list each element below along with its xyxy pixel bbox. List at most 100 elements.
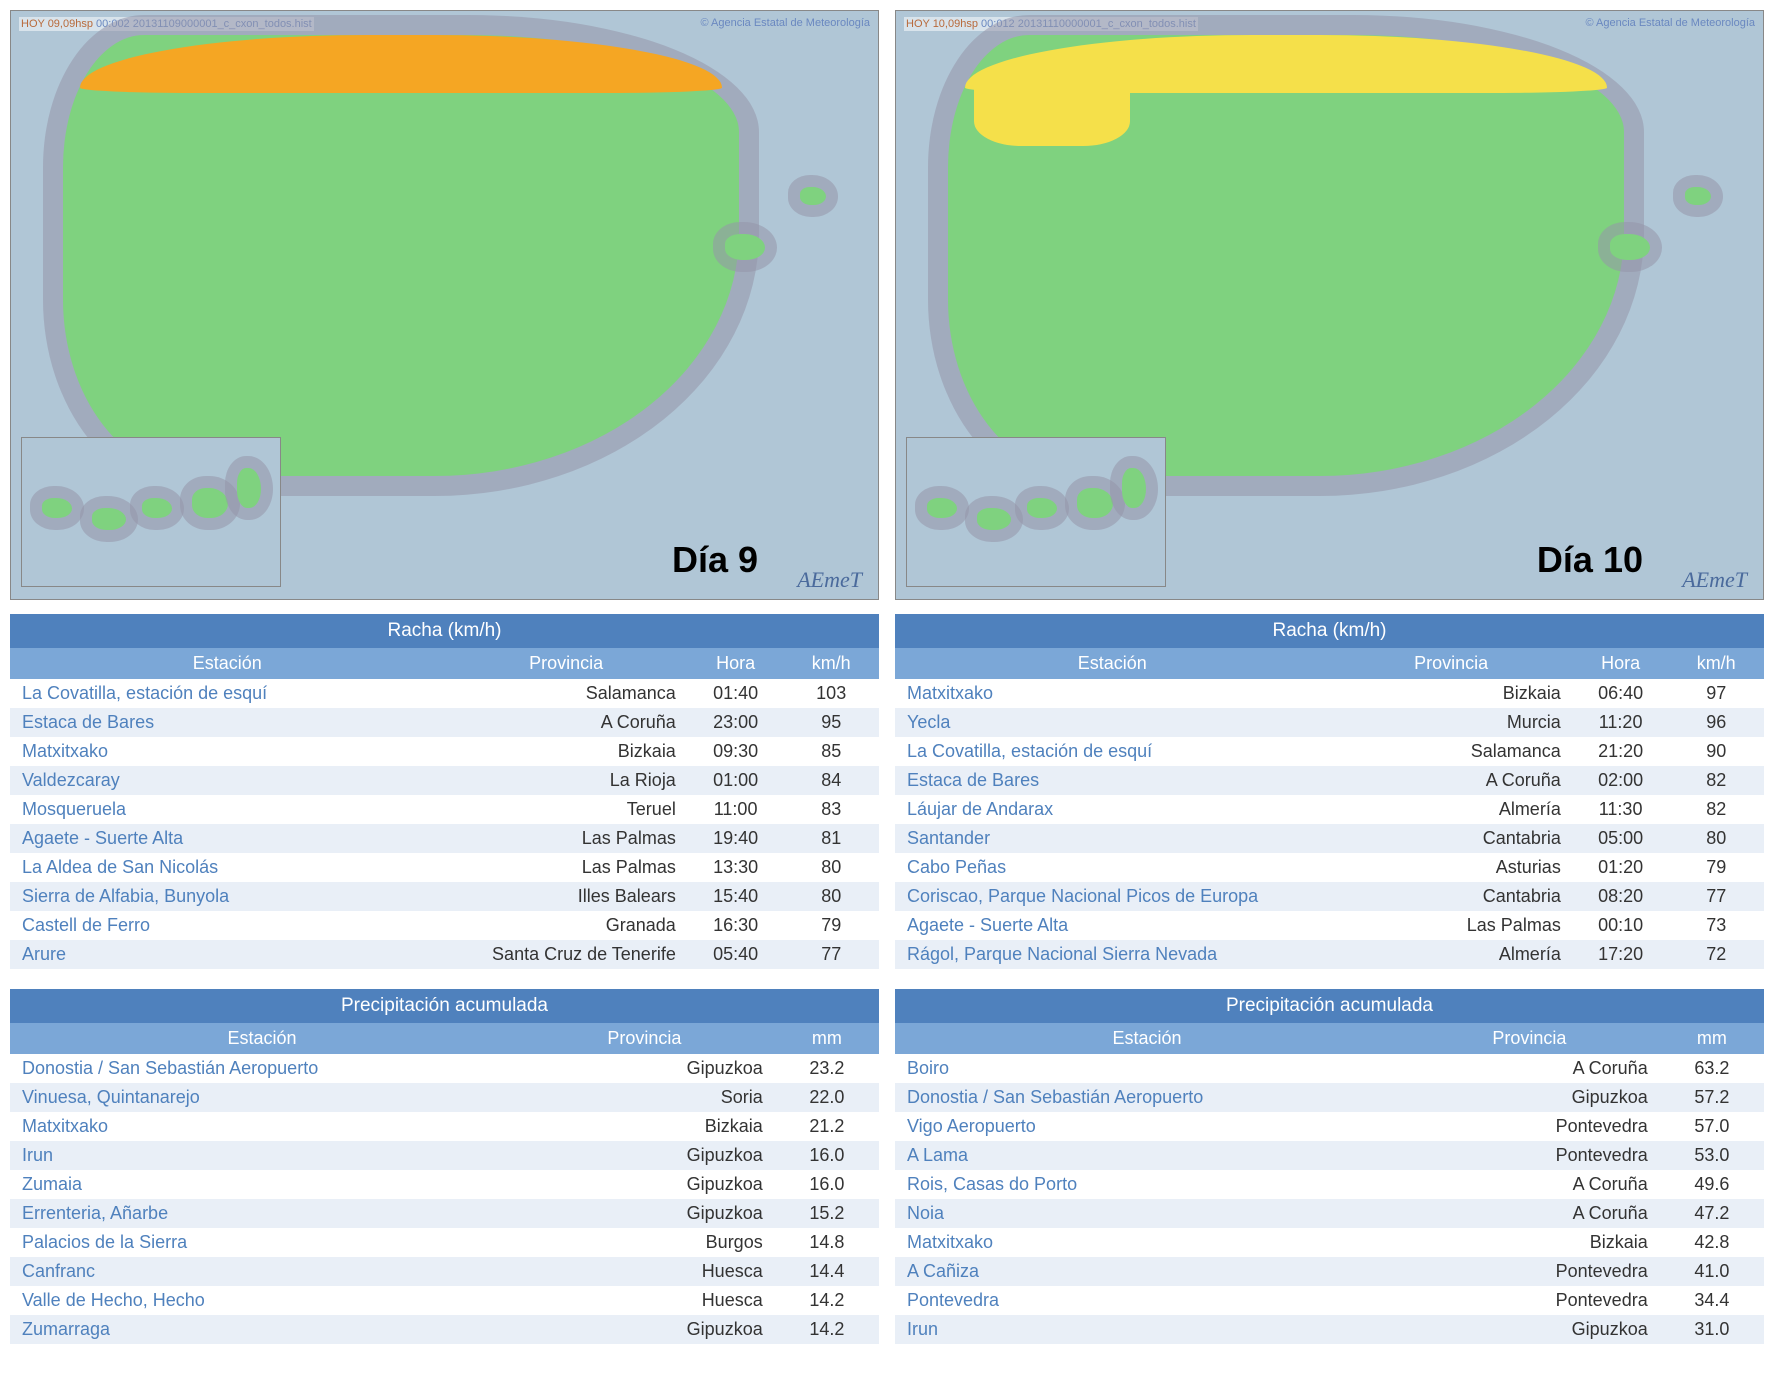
precip-table-left: Precipitación acumulada Estación Provinc… [10, 989, 879, 1344]
map-day10: HOY 10,09hsp 00:012 20131110000001_c_cxo… [895, 10, 1764, 600]
station-cell: Noia [895, 1199, 1399, 1228]
value-cell: 85 [783, 737, 879, 766]
station-cell: Vigo Aeropuerto [895, 1112, 1399, 1141]
value-cell: 21.2 [775, 1112, 879, 1141]
table-row: La Aldea de San NicolásLas Palmas13:3080 [10, 853, 879, 882]
value-cell: 31.0 [1660, 1315, 1764, 1344]
precip-table-right: Precipitación acumulada Estación Provinc… [895, 989, 1764, 1344]
canary-islands-inset [21, 437, 281, 587]
racha-rows-left: La Covatilla, estación de esquíSalamanca… [10, 679, 879, 969]
station-cell: Canfranc [10, 1257, 514, 1286]
station-cell: Coriscao, Parque Nacional Picos de Europ… [895, 882, 1330, 911]
value-cell: 17:20 [1573, 940, 1669, 969]
province-cell: Bizkaia [514, 1112, 775, 1141]
value-cell: 80 [783, 853, 879, 882]
province-cell: A Coruña [1330, 766, 1573, 795]
station-cell: Yecla [895, 708, 1330, 737]
value-cell: 14.2 [775, 1315, 879, 1344]
value-cell: 15.2 [775, 1199, 879, 1228]
province-cell: Salamanca [445, 679, 688, 708]
precip-rows-right: BoiroA Coruña63.2Donostia / San Sebastiá… [895, 1054, 1764, 1344]
table-row: Estaca de BaresA Coruña02:0082 [895, 766, 1764, 795]
table-row: La Covatilla, estación de esquíSalamanca… [10, 679, 879, 708]
table-row: MosqueruelaTeruel11:0083 [10, 795, 879, 824]
column-headers: Estación Provincia mm [10, 1023, 879, 1054]
value-cell: 57.2 [1660, 1083, 1764, 1112]
province-cell: La Rioja [445, 766, 688, 795]
balearic-menorca [800, 187, 826, 205]
table-row: Sierra de Alfabia, BunyolaIlles Balears1… [10, 882, 879, 911]
table-row: Vigo AeropuertoPontevedra57.0 [895, 1112, 1764, 1141]
table-row: Agaete - Suerte AltaLas Palmas00:1073 [895, 911, 1764, 940]
value-cell: 41.0 [1660, 1257, 1764, 1286]
map-header-left: HOY 10,09hsp 00:012 20131110000001_c_cxo… [904, 17, 1198, 31]
column-headers: Estación Provincia Hora km/h [895, 648, 1764, 679]
value-cell: 16.0 [775, 1141, 879, 1170]
aemet-logo: AEmeT [797, 567, 862, 593]
map-credit: © Agencia Estatal de Meteorología [1585, 17, 1755, 29]
value-cell: 53.0 [1660, 1141, 1764, 1170]
value-cell: 01:00 [688, 766, 784, 795]
station-cell: Agaete - Suerte Alta [895, 911, 1330, 940]
layout-container: HOY 09,09hsp 00:002 20131109000001_c_cxo… [10, 10, 1764, 1364]
value-cell: 79 [783, 911, 879, 940]
value-cell: 08:20 [1573, 882, 1669, 911]
value-cell: 73 [1668, 911, 1764, 940]
province-cell: Gipuzkoa [514, 1054, 775, 1083]
value-cell: 16:30 [688, 911, 784, 940]
table-row: Cabo PeñasAsturias01:2079 [895, 853, 1764, 882]
table-row: Coriscao, Parque Nacional Picos de Europ… [895, 882, 1764, 911]
value-cell: 14.8 [775, 1228, 879, 1257]
table-row: YeclaMurcia11:2096 [895, 708, 1764, 737]
racha-rows-right: MatxitxakoBizkaia06:4097YeclaMurcia11:20… [895, 679, 1764, 969]
province-cell: Pontevedra [1399, 1141, 1660, 1170]
province-cell: Pontevedra [1399, 1257, 1660, 1286]
table-row: MatxitxakoBizkaia21.2 [10, 1112, 879, 1141]
province-cell: Gipuzkoa [1399, 1083, 1660, 1112]
table-row: SantanderCantabria05:0080 [895, 824, 1764, 853]
province-cell: A Coruña [1399, 1199, 1660, 1228]
table-row: Errenteria, AñarbeGipuzkoa15.2 [10, 1199, 879, 1228]
map-day-label: Día 10 [1537, 539, 1643, 581]
station-cell: Irun [895, 1315, 1399, 1344]
value-cell: 11:00 [688, 795, 784, 824]
value-cell: 81 [783, 824, 879, 853]
station-cell: Rágol, Parque Nacional Sierra Nevada [895, 940, 1330, 969]
station-cell: Matxitxako [895, 679, 1330, 708]
value-cell: 103 [783, 679, 879, 708]
province-cell: Granada [445, 911, 688, 940]
table-row: Palacios de la SierraBurgos14.8 [10, 1228, 879, 1257]
province-cell: Soria [514, 1083, 775, 1112]
province-cell: Murcia [1330, 708, 1573, 737]
value-cell: 21:20 [1573, 737, 1669, 766]
station-cell: Matxitxako [895, 1228, 1399, 1257]
station-cell: Errenteria, Añarbe [10, 1199, 514, 1228]
balearic-menorca [1685, 187, 1711, 205]
value-cell: 80 [1668, 824, 1764, 853]
value-cell: 09:30 [688, 737, 784, 766]
value-cell: 80 [783, 882, 879, 911]
table-row: Rágol, Parque Nacional Sierra NevadaAlme… [895, 940, 1764, 969]
station-cell: Agaete - Suerte Alta [10, 824, 445, 853]
value-cell: 02:00 [1573, 766, 1669, 795]
province-cell: Almería [1330, 940, 1573, 969]
map-day9: HOY 09,09hsp 00:002 20131109000001_c_cxo… [10, 10, 879, 600]
table-row: ValdezcarayLa Rioja01:0084 [10, 766, 879, 795]
station-cell: Donostia / San Sebastián Aeropuerto [10, 1054, 514, 1083]
value-cell: 77 [783, 940, 879, 969]
province-cell: Illes Balears [445, 882, 688, 911]
table-row: IrunGipuzkoa31.0 [895, 1315, 1764, 1344]
station-cell: Irun [10, 1141, 514, 1170]
station-cell: Palacios de la Sierra [10, 1228, 514, 1257]
value-cell: 83 [783, 795, 879, 824]
province-cell: Pontevedra [1399, 1112, 1660, 1141]
table-row: Valle de Hecho, HechoHuesca14.2 [10, 1286, 879, 1315]
canary-islands-inset [906, 437, 1166, 587]
province-cell: Cantabria [1330, 882, 1573, 911]
balearic-mallorca [725, 234, 765, 260]
province-cell: Las Palmas [445, 853, 688, 882]
table-row: PontevedraPontevedra34.4 [895, 1286, 1764, 1315]
value-cell: 01:20 [1573, 853, 1669, 882]
table-row: Rois, Casas do PortoA Coruña49.6 [895, 1170, 1764, 1199]
value-cell: 13:30 [688, 853, 784, 882]
